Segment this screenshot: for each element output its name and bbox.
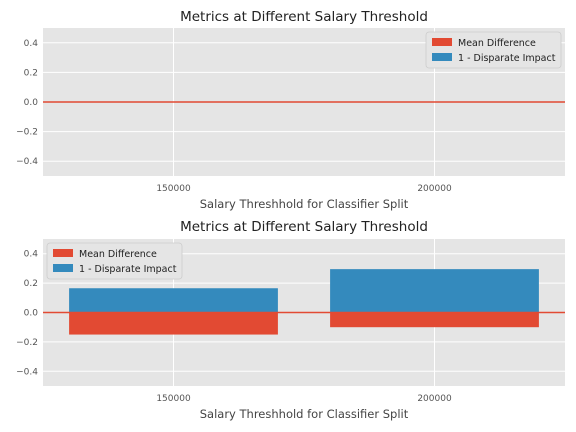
legend-box <box>425 31 562 69</box>
grid <box>43 239 565 386</box>
legend-swatch <box>53 249 73 257</box>
y-tick-label: 0.2 <box>24 279 38 289</box>
x-tick-label: 150000 <box>156 394 191 404</box>
x-tick-label: 200000 <box>417 394 452 404</box>
legend-swatch <box>53 264 73 272</box>
y-tick-label: −0.2 <box>16 128 38 138</box>
chart-title: Metrics at Different Salary Threshold <box>180 219 428 235</box>
y-tick-label: −0.4 <box>16 157 38 167</box>
bar <box>69 288 278 313</box>
subplot-top: Metrics at Different Salary Threshold 0.… <box>16 9 565 211</box>
bar <box>330 312 539 328</box>
legend: Mean Difference 1 - Disparate Impact <box>46 242 183 280</box>
y-tick-label: −0.2 <box>16 338 38 348</box>
legend-box <box>46 242 183 280</box>
y-tick-label: 0.2 <box>24 68 38 78</box>
x-axis-label: Salary Threshhold for Classifier Split <box>200 197 409 211</box>
y-tick-label: 0.0 <box>24 309 39 319</box>
x-tick-label: 200000 <box>417 184 452 194</box>
x-tick-label: 150000 <box>156 184 191 194</box>
legend-entry: 1 - Disparate Impact <box>458 53 556 64</box>
y-tick-label: 0.4 <box>24 250 39 260</box>
legend: Mean Difference 1 - Disparate Impact <box>425 31 562 69</box>
y-tick-label: 0.4 <box>24 39 39 49</box>
y-tick-label: −0.4 <box>16 367 38 377</box>
legend-entry: Mean Difference <box>458 38 536 49</box>
legend-swatch <box>432 38 452 46</box>
bar <box>69 312 278 335</box>
legend-entry: Mean Difference <box>79 249 157 260</box>
bar <box>330 269 539 313</box>
chart-title: Metrics at Different Salary Threshold <box>180 9 428 25</box>
bars <box>69 269 539 335</box>
x-axis-label: Salary Threshhold for Classifier Split <box>200 407 409 421</box>
legend-swatch <box>432 53 452 61</box>
x-axis: 150000 200000 <box>156 394 452 404</box>
subplot-bottom: Metrics at Different Salary Threshold 0.… <box>16 219 565 421</box>
legend-entry: 1 - Disparate Impact <box>79 264 177 275</box>
y-tick-label: 0.0 <box>24 98 39 108</box>
y-axis: 0.4 0.2 0.0 −0.2 −0.4 <box>16 250 38 378</box>
x-axis: 150000 200000 <box>156 184 452 194</box>
y-axis: 0.4 0.2 0.0 −0.2 −0.4 <box>16 39 38 167</box>
